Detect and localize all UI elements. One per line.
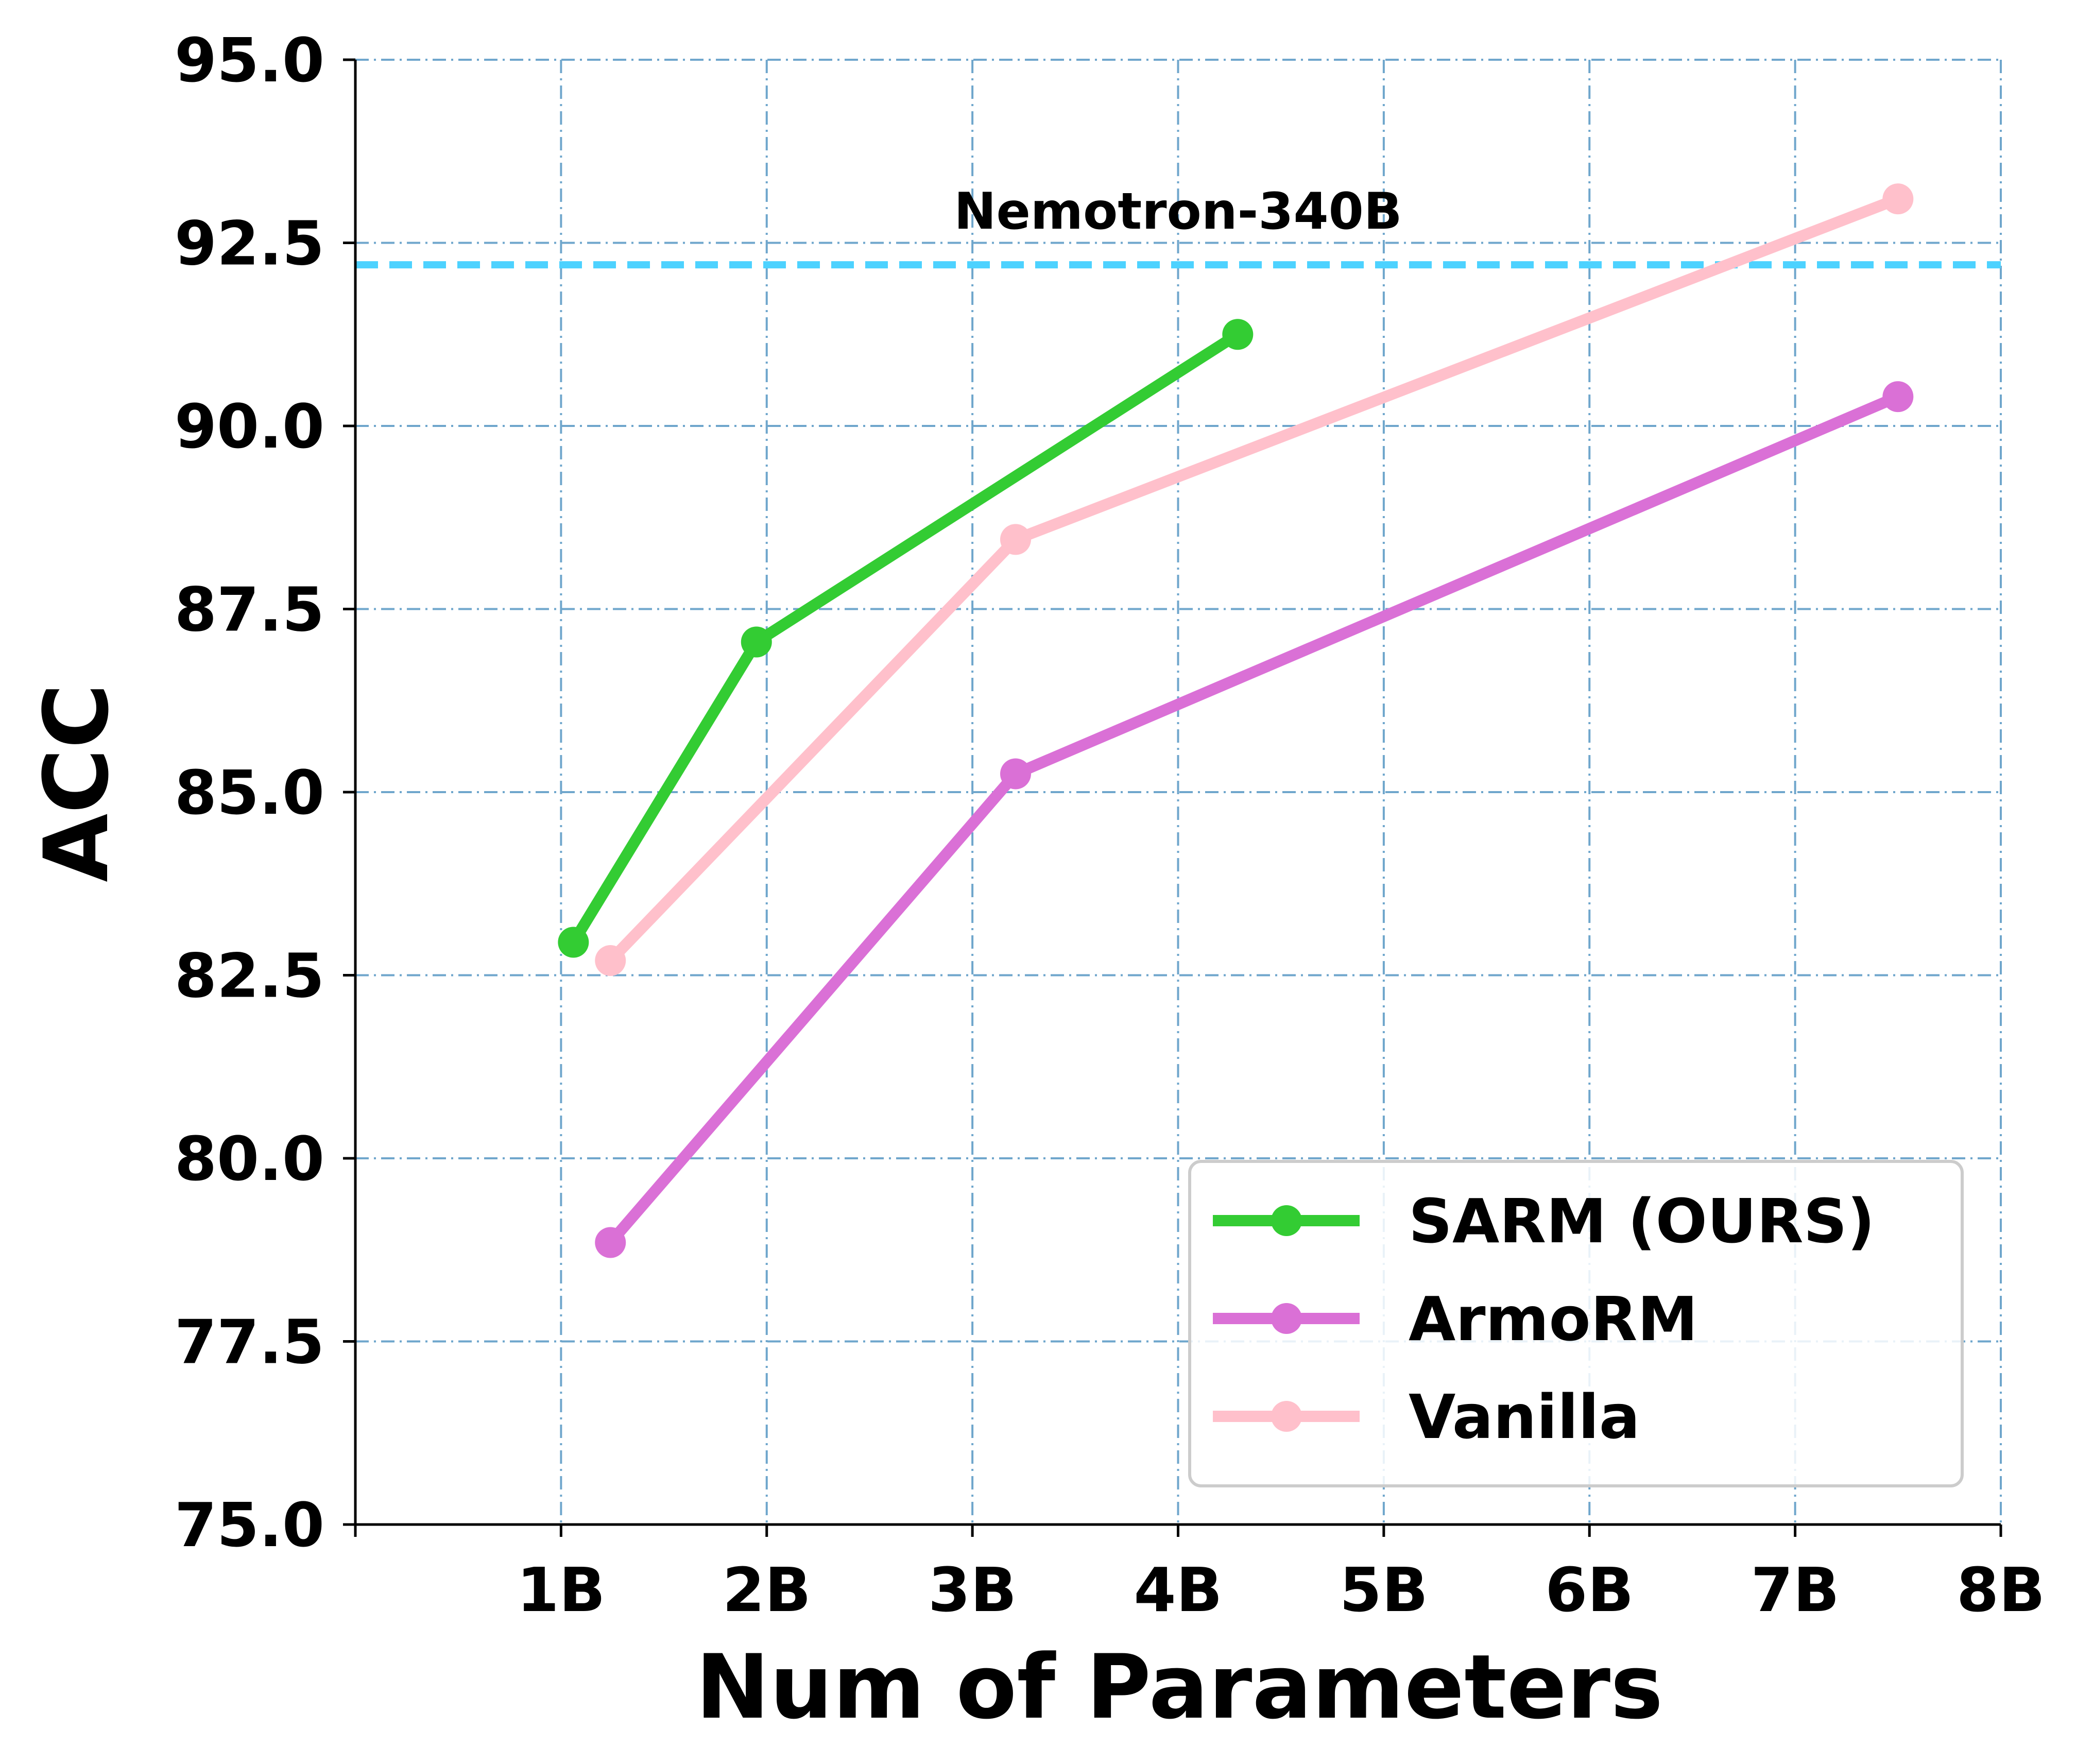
reference-line-label: Nemotron-340B [954,182,1402,241]
y-tick-label: 87.5 [175,574,324,645]
series-line-armorm [605,391,1904,1248]
x-axis-title: Num of Parameters [696,1635,1663,1739]
legend-label: ArmoRM [1409,1283,1698,1355]
y-tick-label: 75.0 [175,1489,324,1561]
data-point-vanilla [1882,183,1914,215]
data-point-armorm [1000,758,1031,790]
data-point-armorm [595,1227,626,1258]
x-tick-label: 1B [517,1554,605,1625]
x-tick-label: 4B [1134,1554,1222,1625]
x-tick-label: 3B [928,1554,1017,1625]
data-point-armorm [1882,381,1914,413]
y-axis-title: ACC [25,683,128,882]
ticks: 75.0 77.5 80.0 82.5 85.0 87.5 90.0 92.5 95.0 1B 2B… [175,25,2045,1625]
legend-swatch-marker [1271,1303,1302,1334]
y-tick-label: 80.0 [175,1123,324,1194]
series-line-vanilla [605,193,1904,967]
legend-swatch-marker [1271,1401,1302,1432]
x-tick-label: 2B [723,1554,811,1625]
y-tick-label: 92.5 [175,208,324,279]
data-point-sarm-ours [558,927,589,958]
series-group [558,183,1914,1258]
legend-label: SARM (OURS) [1409,1186,1875,1257]
legend: SARM (OURS) ArmoRM Vanilla [1188,1160,1964,1487]
y-tick-label: 85.0 [175,757,324,828]
x-tick-label: 7B [1751,1554,1840,1625]
y-tick-label: 82.5 [175,940,324,1012]
y-tick-label: 95.0 [175,25,324,96]
y-tick-label: 77.5 [175,1307,324,1378]
y-tick-label: 90.0 [175,391,324,462]
data-point-sarm-ours [741,626,772,658]
legend-box [1188,1160,1964,1487]
x-tick-label: 5B [1340,1554,1428,1625]
data-point-vanilla [1000,524,1031,555]
legend-label: Vanilla [1409,1381,1640,1452]
x-tick-label: 8B [1957,1554,2045,1625]
legend-swatch-marker [1271,1205,1302,1236]
data-point-vanilla [595,945,626,977]
data-point-sarm-ours [1222,319,1254,350]
x-tick-label: 6B [1545,1554,1634,1625]
